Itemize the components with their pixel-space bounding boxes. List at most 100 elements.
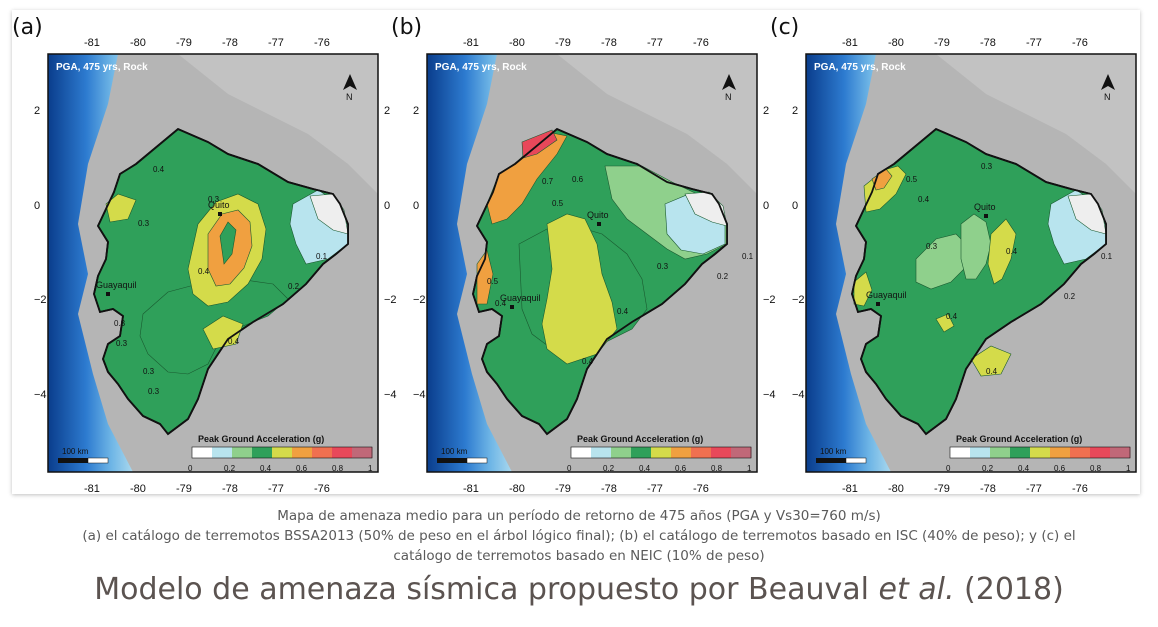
legend-swatch bbox=[292, 447, 313, 458]
legend-box bbox=[191, 446, 373, 459]
latitude-label-left: 0 bbox=[34, 200, 40, 212]
contour-label: 0.3 bbox=[138, 219, 150, 228]
legend-box bbox=[570, 446, 752, 459]
contour-label: 0.4 bbox=[946, 312, 958, 321]
legend-tick-label: 0 bbox=[188, 464, 193, 473]
bottom-longitude-label: -81 bbox=[463, 483, 479, 494]
top-longitude-label: -78 bbox=[601, 37, 617, 49]
legend-swatch bbox=[192, 447, 213, 458]
legend-tick-label: 0.8 bbox=[711, 464, 723, 473]
legend-swatch bbox=[1030, 447, 1051, 458]
legend-tick-label: 1 bbox=[1126, 464, 1131, 473]
top-longitude-label: -79 bbox=[176, 37, 192, 49]
bottom-longitude-label: -78 bbox=[601, 483, 617, 494]
latitude-label-left: 2 bbox=[34, 105, 40, 117]
contour-label: 0.2 bbox=[1064, 292, 1076, 301]
contour-label: 0.1 bbox=[742, 252, 754, 261]
legend-swatch bbox=[1110, 447, 1131, 458]
map-header-label: PGA, 475 yrs, Rock bbox=[56, 62, 148, 73]
scalebar-white bbox=[845, 457, 867, 464]
ocean bbox=[806, 54, 891, 472]
legend-swatch bbox=[711, 447, 732, 458]
legend-swatch bbox=[212, 447, 233, 458]
map-frame bbox=[805, 53, 1137, 473]
legend-swatch bbox=[571, 447, 592, 458]
city-marker bbox=[510, 305, 514, 309]
bottom-longitude-label: -77 bbox=[647, 483, 663, 494]
bottom-longitude-label: -80 bbox=[509, 483, 525, 494]
latitude-label-right: −2 bbox=[384, 294, 397, 306]
legend-title: Peak Ground Acceleration (g) bbox=[577, 434, 703, 444]
hazard-zone bbox=[970, 345, 1012, 377]
legend-swatch bbox=[332, 447, 353, 458]
legend-swatch bbox=[1070, 447, 1091, 458]
latitude-label-left: 0 bbox=[792, 200, 798, 212]
bottom-longitude-label: -80 bbox=[130, 483, 146, 494]
contour-label: 0.4 bbox=[617, 307, 629, 316]
bottom-longitude-label: -76 bbox=[693, 483, 709, 494]
north-label: N bbox=[1104, 92, 1111, 102]
legend-swatch bbox=[312, 447, 333, 458]
top-longitude-label: -78 bbox=[222, 37, 238, 49]
north-label: N bbox=[725, 92, 732, 102]
bottom-longitude-label: -79 bbox=[176, 483, 192, 494]
city-label: Quito bbox=[208, 200, 230, 210]
bottom-longitude-label: -81 bbox=[84, 483, 100, 494]
city-marker bbox=[597, 222, 601, 226]
hazard-map-panel: (b) -81 -80 -79 -78 -77 -76 -81 -80 -79 -78 -77 -76 P… bbox=[391, 15, 776, 495]
scalebar-label: 100 km bbox=[441, 447, 468, 456]
contour-label: 0.5 bbox=[906, 175, 918, 184]
legend-swatch bbox=[631, 447, 652, 458]
contour-label: 0.1 bbox=[1101, 252, 1113, 261]
top-longitude-label: -77 bbox=[268, 37, 284, 49]
panel-letter: (a) bbox=[12, 15, 43, 40]
contour-label: 0.7 bbox=[542, 177, 554, 186]
contour-label: 0.6 bbox=[572, 175, 584, 184]
top-longitude-label: -81 bbox=[84, 37, 100, 49]
scalebar-black bbox=[816, 458, 846, 463]
latitude-label-left: −4 bbox=[792, 389, 805, 401]
map-area: PGA, 475 yrs, Rock N Quito Guayaquil 0.4 0.3 0… bbox=[47, 53, 379, 473]
contour-label: 0.2 bbox=[288, 282, 300, 291]
north-arrow-icon bbox=[722, 74, 736, 90]
andes-relief bbox=[936, 54, 1136, 194]
legend-tick-label: 0.4 bbox=[1018, 464, 1030, 473]
map-frame bbox=[47, 53, 379, 473]
bottom-longitude-label: -77 bbox=[1026, 483, 1042, 494]
north-arrow-icon bbox=[343, 74, 357, 90]
city-marker bbox=[984, 214, 988, 218]
legend-swatch bbox=[731, 447, 752, 458]
hazard-zone bbox=[219, 221, 237, 265]
city-marker bbox=[218, 212, 222, 216]
bottom-longitude-label: -77 bbox=[268, 483, 284, 494]
legend-tick-label: 0.6 bbox=[1054, 464, 1066, 473]
caption-line-3: catálogo de terremotos basado en NEIC (1… bbox=[393, 548, 765, 564]
panel-letter: (c) bbox=[770, 15, 799, 40]
bottom-longitude-label: -80 bbox=[888, 483, 904, 494]
contour-label: 0.3 bbox=[657, 262, 669, 271]
hazard-zone bbox=[935, 313, 955, 333]
hazard-zone bbox=[202, 315, 244, 350]
caption-line-1: Mapa de amenaza medio para un período de… bbox=[277, 508, 881, 524]
contour-label: 0.4 bbox=[228, 337, 240, 346]
city-label: Guayaquil bbox=[96, 280, 137, 290]
latitude-label-left: −2 bbox=[792, 294, 805, 306]
legend-swatch bbox=[970, 447, 991, 458]
latitude-label-left: 2 bbox=[413, 105, 419, 117]
top-longitude-label: -80 bbox=[509, 37, 525, 49]
top-longitude-label: -78 bbox=[980, 37, 996, 49]
latitude-label-right: 2 bbox=[384, 105, 390, 117]
legend-tick-label: 1 bbox=[368, 464, 373, 473]
scalebar-label: 100 km bbox=[820, 447, 847, 456]
legend-tick-label: 1 bbox=[747, 464, 752, 473]
contour-label: 0.3 bbox=[143, 367, 155, 376]
latitude-label-left: −2 bbox=[34, 294, 47, 306]
ecuador-border bbox=[851, 127, 1107, 436]
ocean bbox=[427, 54, 512, 472]
legend-swatch bbox=[671, 447, 692, 458]
legend-swatch bbox=[232, 447, 253, 458]
panel-letter: (b) bbox=[391, 15, 422, 40]
contour-label: 0.4 bbox=[582, 357, 594, 366]
legend-tick-label: 0.2 bbox=[224, 464, 236, 473]
